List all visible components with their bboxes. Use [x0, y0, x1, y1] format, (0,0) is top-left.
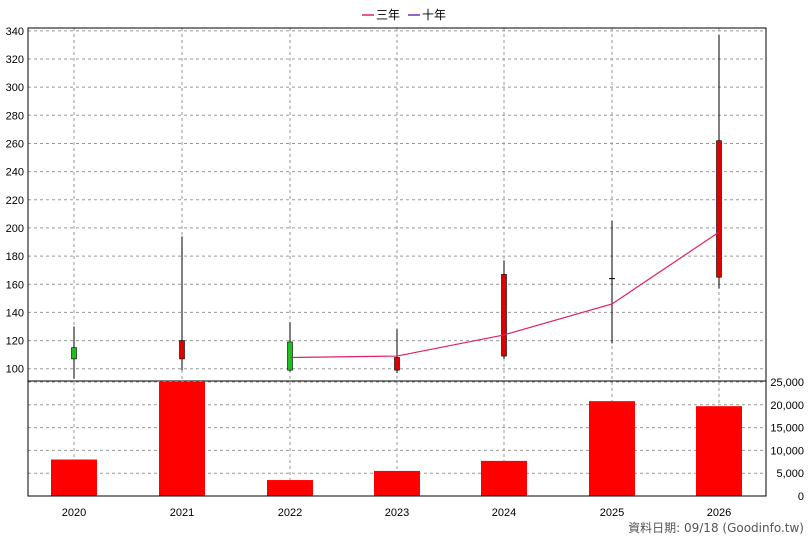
volume-bar: [267, 480, 313, 496]
year-tick-label: 2023: [385, 507, 409, 519]
candle-body: [394, 357, 400, 371]
candle-body: [287, 341, 293, 371]
volume-tick-label: 15,000: [770, 423, 804, 435]
candle-body: [179, 340, 185, 360]
volume-tick-label: 0: [798, 491, 804, 503]
price-tick-label: 280: [6, 110, 24, 122]
price-tick-label: 200: [6, 223, 24, 235]
price-tick-label: 120: [6, 336, 24, 348]
year-tick-label: 2020: [62, 507, 86, 519]
price-tick-label: 340: [6, 26, 24, 38]
legend: 三年 十年: [362, 8, 446, 22]
price-tick-label: 140: [6, 307, 24, 319]
price-tick-label: 160: [6, 279, 24, 291]
price-tick-label: 240: [6, 167, 24, 179]
price-tick-label: 180: [6, 251, 24, 263]
year-tick-label: 2024: [492, 507, 516, 519]
volume-axis: 0 5,000 10,000 15,000 20,000 25,000: [770, 377, 804, 503]
volume-bar: [481, 460, 527, 496]
candle-body: [716, 140, 722, 278]
volume-bar: [159, 382, 205, 496]
candle-body: [501, 274, 507, 357]
plot-border: [27, 27, 767, 497]
year-tick-label: 2026: [707, 507, 731, 519]
price-axis: 100 120 140 160 180 200 220 240 260 280 300 320 340: [6, 26, 24, 376]
x-axis: 2020 2021 2022 2023 2024 2025 2026: [62, 507, 731, 519]
grid: [28, 28, 766, 496]
volume-tick-label: 5,000: [776, 468, 804, 480]
volume-bar: [589, 401, 635, 496]
volume-tick-label: 25,000: [770, 377, 804, 389]
year-tick-label: 2025: [600, 507, 624, 519]
candle-body: [71, 347, 77, 360]
price-tick-label: 260: [6, 138, 24, 150]
year-tick-label: 2021: [170, 507, 194, 519]
price-tick-label: 100: [6, 364, 24, 376]
year-tick-label: 2022: [278, 507, 302, 519]
volume-bar: [51, 459, 97, 496]
volume-tick-label: 10,000: [770, 445, 804, 457]
price-tick-label: 300: [6, 82, 24, 94]
data-date-footer: 資料日期: 09/18 (Goodinfo.tw): [628, 521, 804, 535]
volume-bar: [696, 406, 742, 496]
legend-label-10yr: 十年: [422, 8, 446, 22]
legend-label-3yr: 三年: [376, 8, 400, 22]
volume-tick-label: 20,000: [770, 400, 804, 412]
plot-frame: [27, 27, 767, 497]
moving-average-lines: [289, 231, 720, 359]
ma-line-3yr: [289, 231, 720, 359]
volume-bar: [374, 470, 420, 496]
price-tick-label: 320: [6, 54, 24, 66]
price-candles: [71, 35, 722, 379]
volume-bars: [51, 382, 742, 496]
price-tick-label: 220: [6, 195, 24, 207]
